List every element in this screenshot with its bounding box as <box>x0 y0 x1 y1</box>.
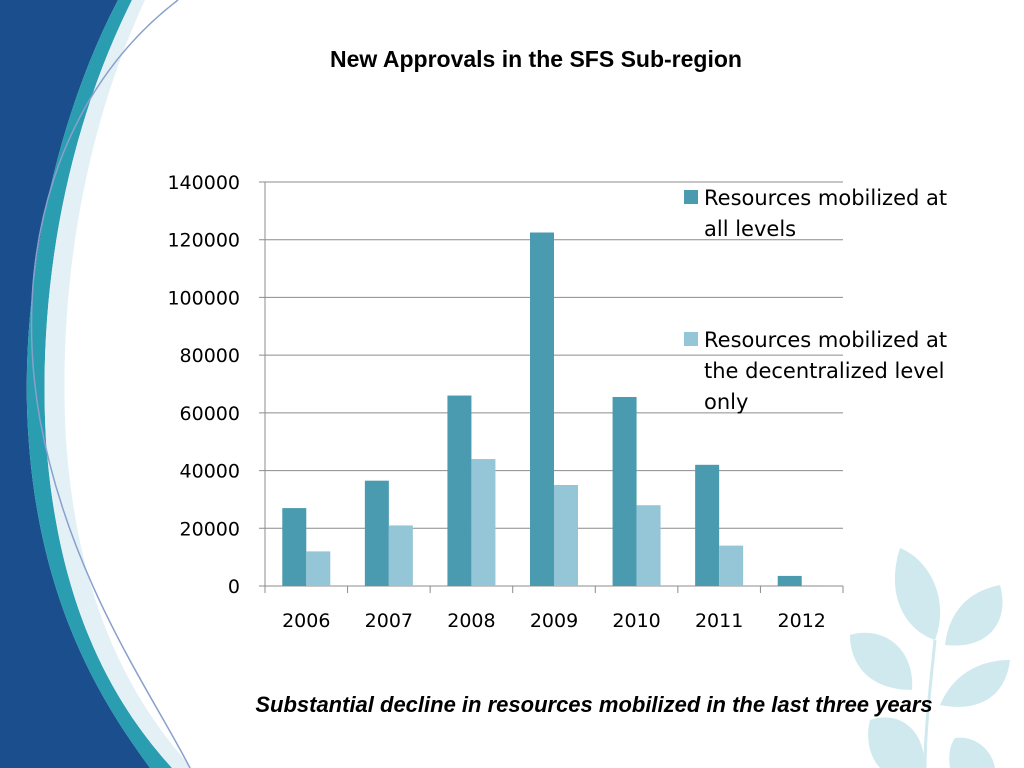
y-axis-ticks: 140000 120000 100000 80000 60000 40000 20000 0 <box>167 172 240 598</box>
x-tick-label: 2012 <box>778 610 826 632</box>
y-tick-label: 100000 <box>167 287 240 309</box>
sidebar-dark-band <box>0 0 150 768</box>
y-tick-label: 20000 <box>180 518 240 540</box>
legend-label: all levels <box>704 217 796 241</box>
leaf-decoration <box>850 548 1010 768</box>
sidebar-teal-band <box>26 0 172 768</box>
bar-all-levels-2010 <box>612 396 637 586</box>
bar-decentralized-2008 <box>471 459 496 586</box>
sidebar-light-band <box>44 0 193 768</box>
bar-decentralized-2010 <box>636 505 661 586</box>
legend-label: only <box>704 390 748 414</box>
x-axis-labels: 2006 2007 2008 2009 2010 2011 2012 <box>282 610 826 632</box>
bar-decentralized-2006 <box>306 551 331 586</box>
bars <box>282 232 826 586</box>
y-tick-label: 140000 <box>167 172 240 194</box>
y-tick-label: 40000 <box>180 461 240 483</box>
slide-caption: Substantial decline in resources mobiliz… <box>255 692 933 717</box>
x-tick-label: 2010 <box>612 610 660 632</box>
bar-all-levels-2009 <box>530 232 554 586</box>
y-tick-label: 0 <box>228 576 240 598</box>
bar-all-levels-2012 <box>777 575 802 586</box>
bar-decentralized-2009 <box>554 485 578 586</box>
x-tick-label: 2009 <box>530 610 578 632</box>
y-tick-label: 120000 <box>167 230 240 252</box>
bar-all-levels-2011 <box>695 464 720 586</box>
legend: Resources mobilized at all levels Resource… <box>684 186 947 414</box>
bar-all-levels-2007 <box>364 480 389 586</box>
y-tick-label: 80000 <box>180 345 240 367</box>
sidebar-curve-line <box>30 0 191 768</box>
legend-swatch <box>684 190 698 204</box>
x-tick-label: 2011 <box>695 610 743 632</box>
bar-decentralized-2012 <box>801 585 826 586</box>
legend-label: Resources mobilized at <box>704 186 947 210</box>
legend-label: Resources mobilized at <box>704 328 947 352</box>
x-tick-label: 2007 <box>365 610 413 632</box>
slide-title: New Approvals in the SFS Sub-region <box>330 46 742 72</box>
leaf-stem <box>923 639 937 768</box>
legend-label: the decentralized level <box>704 359 944 383</box>
y-tick-label: 60000 <box>180 403 240 425</box>
legend-swatch <box>684 332 698 346</box>
bar-decentralized-2011 <box>719 545 744 586</box>
bar-all-levels-2008 <box>447 395 472 586</box>
x-tick-label: 2008 <box>447 610 495 632</box>
bar-all-levels-2006 <box>282 508 307 586</box>
x-tick-label: 2006 <box>282 610 330 632</box>
bar-decentralized-2007 <box>388 525 413 586</box>
